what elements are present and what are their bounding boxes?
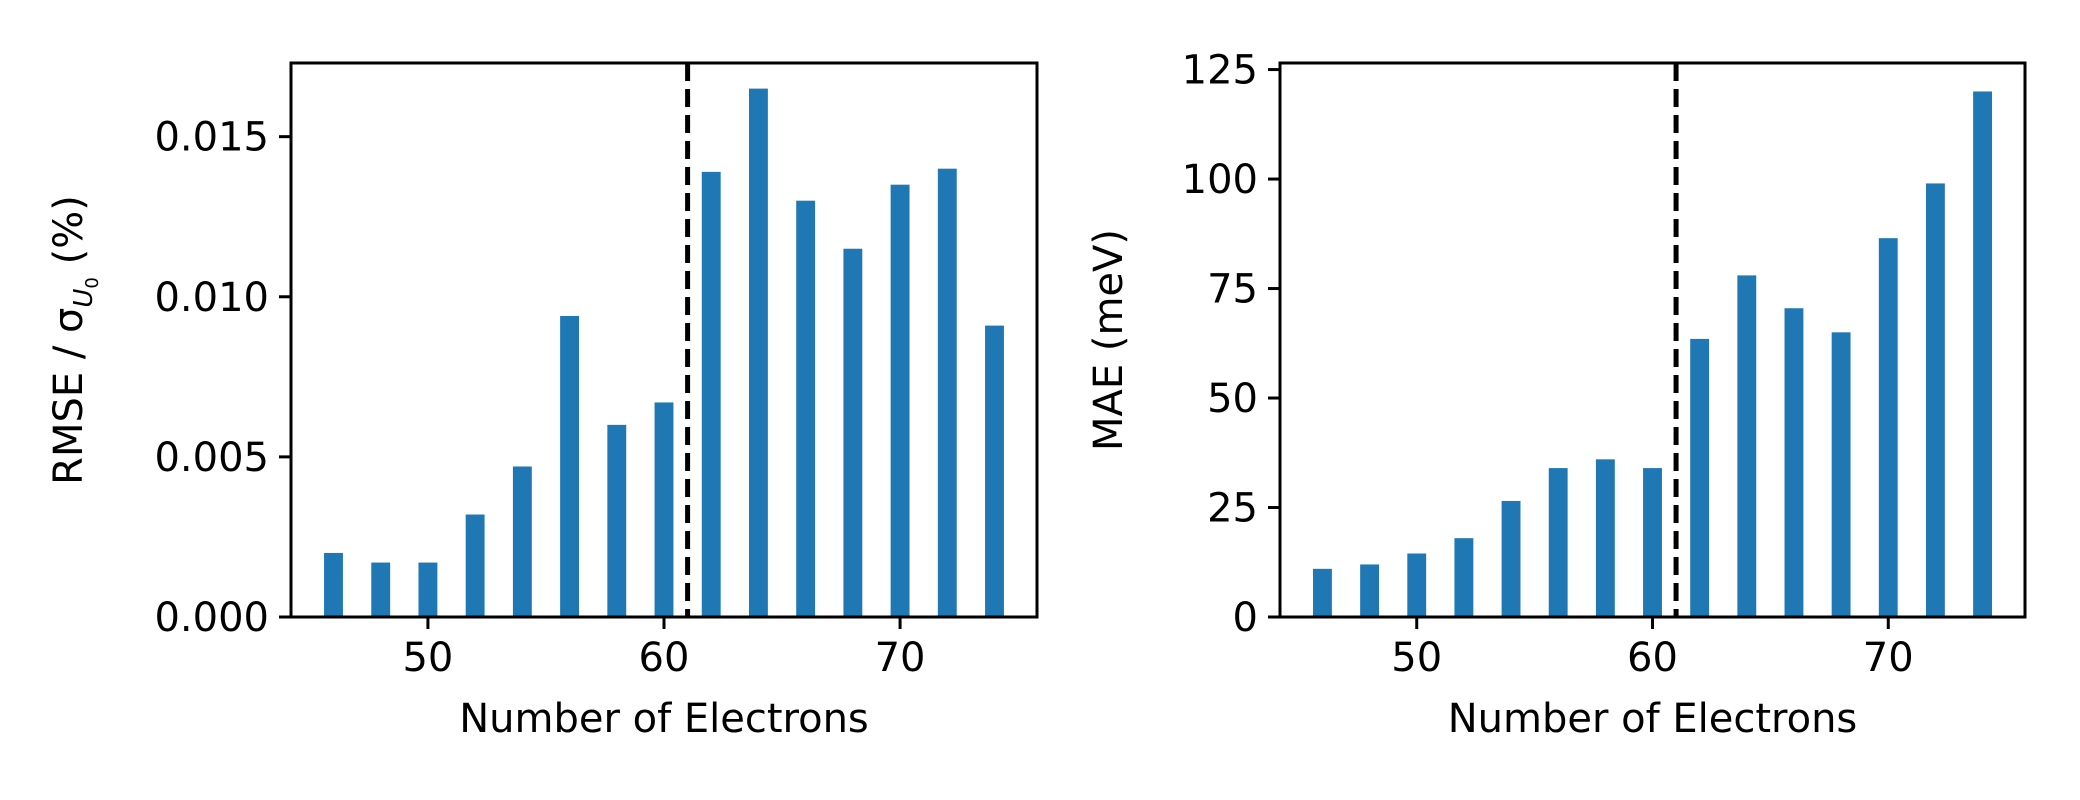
left-xtick-label: 50 — [402, 635, 453, 681]
left-bar-60 — [654, 402, 674, 617]
left-bar-50 — [418, 562, 438, 617]
right-bar-52 — [1454, 538, 1474, 617]
left-xtick-label: 60 — [639, 635, 690, 681]
left-ytick-label: 0.000 — [154, 595, 269, 641]
right-xtick-label: 60 — [1627, 635, 1678, 681]
left-bar-56 — [560, 315, 580, 617]
right-x-axis-label: Number of Electrons — [1448, 696, 1858, 742]
right-bar-54 — [1501, 500, 1521, 617]
left-bar-58 — [607, 424, 627, 617]
left-bar-74 — [985, 325, 1004, 617]
left-x-axis-label: Number of Electrons — [459, 696, 869, 742]
right-bar-62 — [1690, 338, 1710, 617]
left-y-axis-label: RMSE / σU0 (%) — [46, 195, 103, 485]
left-bar-46 — [324, 552, 343, 617]
right-bar-56 — [1548, 468, 1568, 617]
right-y-axis-label: MAE (meV) — [1086, 229, 1132, 451]
left-ytick-label: 0.005 — [154, 435, 269, 481]
left-bar-48 — [371, 562, 391, 617]
right-bar-58 — [1595, 459, 1615, 617]
right-bar-48 — [1360, 564, 1380, 617]
left-bar-64 — [748, 88, 768, 617]
left-bar-72 — [937, 168, 957, 617]
right-bar-68 — [1831, 332, 1851, 617]
right-ytick-label: 125 — [1182, 48, 1258, 94]
left-bar-62 — [701, 171, 721, 618]
right-xtick-label: 50 — [1391, 635, 1442, 681]
right-xtick-label: 70 — [1863, 635, 1914, 681]
right-ytick-label: 25 — [1207, 486, 1258, 532]
right-bar-60 — [1643, 468, 1662, 617]
right-bar-66 — [1784, 308, 1804, 617]
left-bar-70 — [890, 184, 910, 617]
left-bar-68 — [843, 248, 863, 617]
left-ytick-label: 0.015 — [154, 115, 269, 161]
right-bar-74 — [1973, 91, 1992, 617]
right-ytick-label: 0 — [1233, 595, 1258, 641]
right-bar-50 — [1407, 553, 1427, 617]
right-bar-46 — [1313, 568, 1332, 617]
left-xtick-label: 70 — [875, 635, 926, 681]
left-bar-66 — [796, 200, 816, 618]
right-bar-64 — [1737, 275, 1757, 617]
left-bar-52 — [465, 514, 485, 617]
left-bar-54 — [512, 466, 532, 617]
right-ytick-label: 100 — [1182, 157, 1258, 203]
right-ytick-label: 75 — [1207, 267, 1258, 313]
right-bar-70 — [1878, 238, 1898, 618]
right-ytick-label: 50 — [1207, 376, 1258, 422]
left-ytick-label: 0.010 — [154, 275, 269, 321]
right-bar-72 — [1925, 183, 1945, 617]
